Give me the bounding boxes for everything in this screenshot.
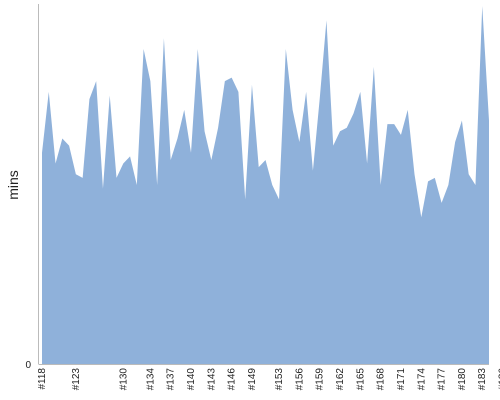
x-tick-label: #118: [37, 368, 48, 390]
x-tick-label: #140: [186, 368, 197, 391]
x-tick-label: #134: [145, 368, 156, 391]
x-tick-label: #186: [498, 368, 500, 391]
y-tick-label: 0: [25, 360, 31, 371]
x-tick-label: #177: [437, 368, 448, 391]
x-tick-label: #130: [118, 368, 129, 391]
x-tick-label: #137: [166, 368, 177, 391]
x-tick-label: #159: [315, 368, 326, 391]
y-axis-label: mins: [5, 170, 21, 200]
x-tick-label: #153: [274, 368, 285, 391]
x-tick-label: #156: [294, 368, 305, 391]
area-series-mins: [42, 6, 489, 364]
x-tick-labels: #118 #123 #130 #134 #137 #140 #143 #146 #149 #153…: [37, 368, 500, 391]
x-tick-label: #149: [247, 368, 258, 391]
x-tick-label: #165: [355, 368, 366, 391]
x-tick-label: #168: [376, 368, 387, 391]
x-tick-label: #171: [396, 368, 407, 391]
x-tick-label: #174: [416, 368, 427, 391]
x-tick-label: #162: [335, 368, 346, 391]
x-tick-label: #143: [206, 368, 217, 391]
x-tick-label: #123: [71, 368, 82, 391]
x-tick-label: #183: [477, 368, 488, 391]
x-tick-label: #146: [227, 368, 238, 391]
x-tick-label: #180: [457, 368, 468, 391]
